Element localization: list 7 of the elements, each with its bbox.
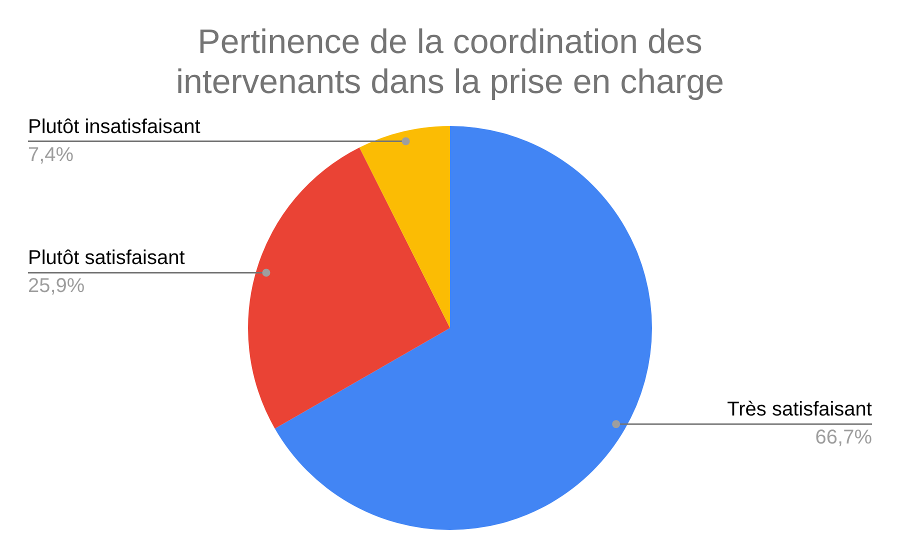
slice-label: Très satisfaisant [727, 398, 872, 421]
data-label: 25,9% [28, 275, 85, 298]
chart-title: Pertinence de la coordination des intervenants dans la prise en charge [174, 22, 726, 101]
data-label: 7,4% [28, 144, 74, 166]
slice-label: Plutôt insatisfaisant [28, 116, 201, 138]
data-label: 66,7% [815, 426, 872, 449]
slice-label: Plutôt satisfaisant [28, 247, 186, 270]
